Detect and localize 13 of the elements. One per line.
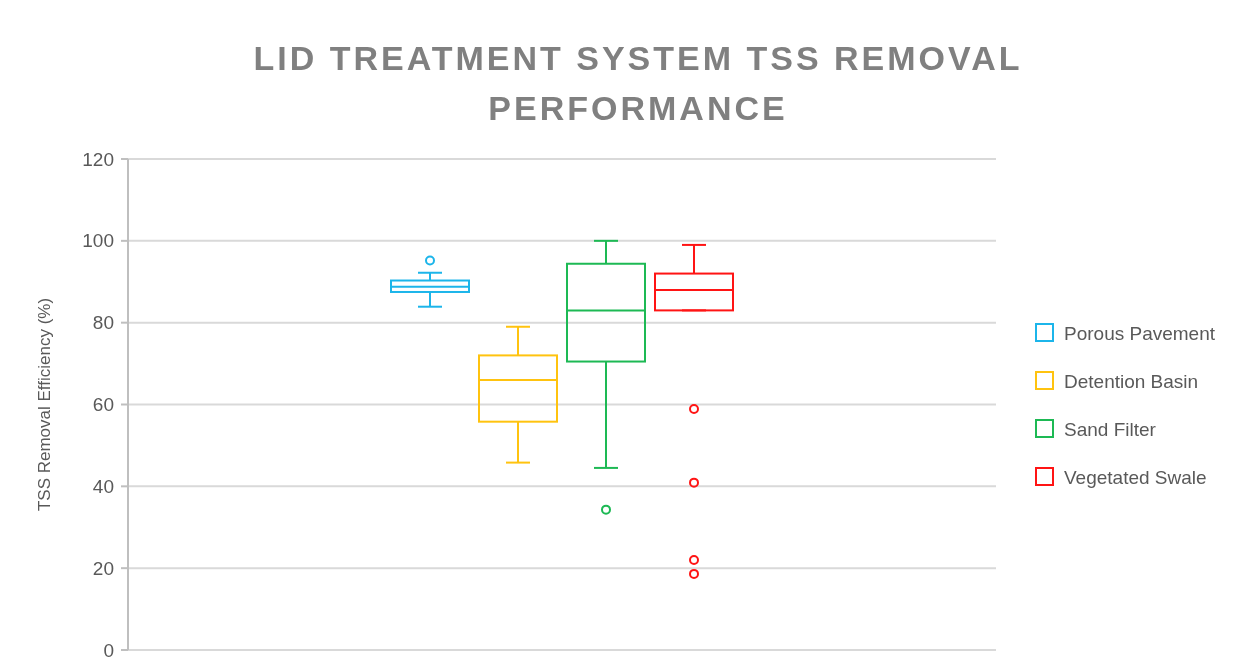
legend-label: Porous Pavement [1064,322,1216,344]
y-tick-label: 100 [82,230,114,252]
y-tick-label: 120 [82,148,114,170]
y-tick-label: 80 [92,312,114,334]
y-tick-label: 0 [103,639,114,661]
y-axis-title: TSS Removal Efficiency (%) [35,297,54,512]
y-tick-label: 20 [92,557,114,579]
legend-label: Detention Basin [1064,370,1199,392]
legend-label: Vegetated Swale [1064,466,1207,488]
y-tick-label: 60 [92,394,114,416]
chart-title: LID TREATMENT SYSTEM TSS REMOVAL PERFORMANCE [253,39,1023,127]
legend-label: Sand Filter [1064,418,1157,440]
y-tick-label: 40 [92,475,114,497]
